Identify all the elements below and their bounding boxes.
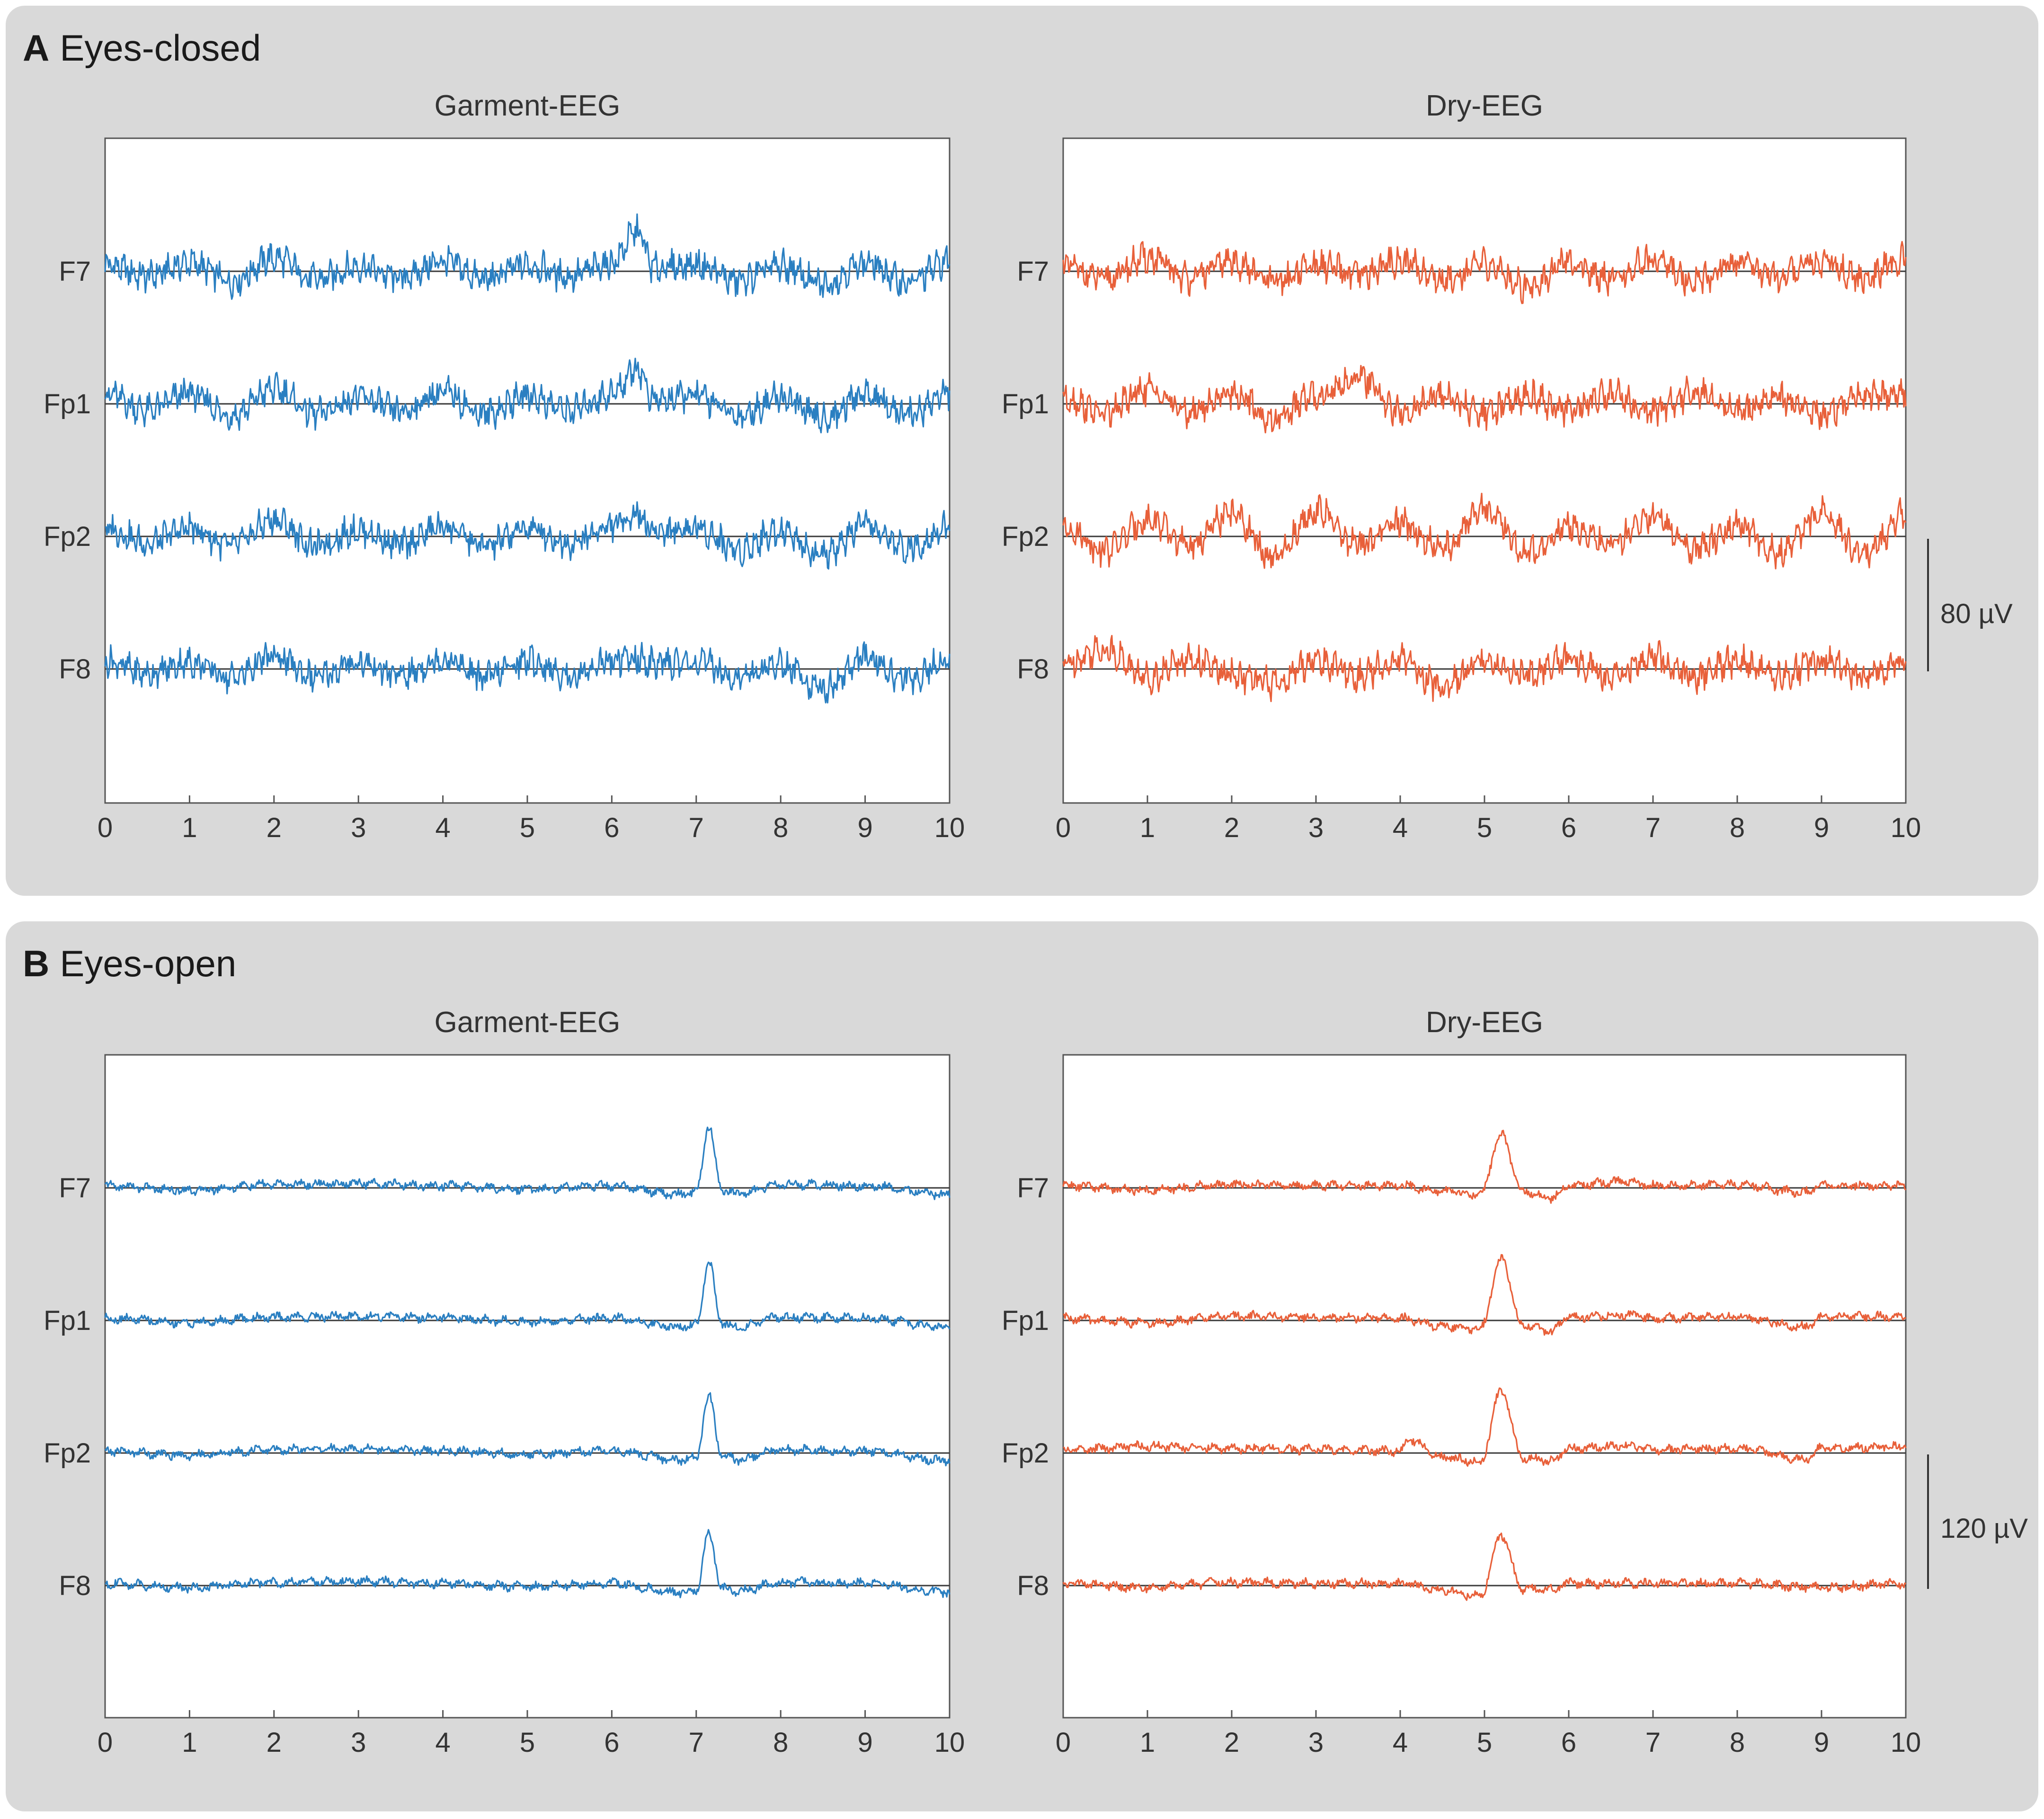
x-tick-label: 8 [773, 1727, 788, 1758]
eeg-trace-fp2 [1062, 492, 1907, 570]
x-tick-label: 2 [267, 1727, 282, 1758]
plot-frame [1062, 137, 1907, 804]
x-tick-label: 10 [1891, 1727, 1921, 1758]
plot-frame [104, 137, 951, 804]
chart-a-dry: Dry-EEG 0 1 2 3 4 5 6 7 8 9 10 F7 Fp1 Fp2 F8 [1002, 89, 1921, 843]
x-tick-label: 9 [857, 1727, 872, 1758]
x-tick-label: 5 [520, 1727, 535, 1758]
plot-title: Garment-EEG [435, 1006, 621, 1039]
channel-label-f8: F8 [1017, 654, 1049, 685]
x-tick-label: 2 [1224, 812, 1239, 843]
eeg-trace-f7 [104, 213, 951, 300]
x-tick-label: 5 [1477, 812, 1492, 843]
x-tick-label: 3 [351, 812, 366, 843]
panel-b-title: B Eyes-open [23, 942, 236, 985]
x-tick-label: 2 [267, 812, 282, 843]
x-tick-label: 1 [1140, 1727, 1155, 1758]
channel-label-fp2: Fp2 [44, 1438, 91, 1469]
x-tick-label: 6 [604, 812, 619, 843]
x-tick-label: 3 [351, 1727, 366, 1758]
x-tick-label: 4 [435, 1727, 450, 1758]
channel-label-fp1: Fp1 [44, 389, 91, 419]
eeg-trace-fp2 [105, 501, 951, 570]
x-tick-label: 4 [435, 812, 450, 843]
channel-label-f8: F8 [59, 1570, 91, 1601]
channel-label-f7: F7 [59, 1173, 91, 1204]
channel-label-fp1: Fp1 [1002, 1305, 1049, 1336]
x-tick-label: 8 [773, 812, 788, 843]
x-tick-label: 7 [689, 812, 704, 843]
x-tick-label: 0 [98, 812, 113, 843]
x-tick-label: 0 [1056, 1727, 1071, 1758]
chart-a-garment: Garment-EEG 0 1 2 3 4 5 6 7 8 9 10 F7 Fp1 Fp2 F8 [44, 89, 965, 843]
eeg-trace-f7 [1062, 1130, 1907, 1204]
panel-b-letter: B [23, 943, 50, 984]
scale-bar-label: 120 µV [1940, 1513, 2028, 1544]
x-tick-label: 0 [98, 1727, 113, 1758]
x-tick-label: 4 [1393, 1727, 1408, 1758]
x-tick-label: 4 [1393, 812, 1408, 843]
chart-b-garment: Garment-EEG 0 1 2 3 4 5 6 7 8 9 10 F7 Fp1 Fp2 F8 [44, 1006, 965, 1758]
x-tick-label: 6 [1561, 812, 1576, 843]
eeg-trace-fp1 [1062, 365, 1907, 434]
eeg-trace-fp1 [104, 1261, 951, 1331]
scale-bar-label: 80 µV [1940, 598, 2013, 629]
eeg-trace-f8 [105, 1529, 951, 1598]
x-tick-label: 0 [1056, 812, 1071, 843]
channel-label-fp2: Fp2 [1002, 1438, 1049, 1469]
eeg-trace-fp1 [1063, 1254, 1907, 1336]
x-tick-label: 6 [1561, 1727, 1576, 1758]
chart-b-dry: Dry-EEG 0 1 2 3 4 5 6 7 8 9 10 F7 Fp1 Fp2 F8 [1002, 1006, 1921, 1758]
x-tick-label: 5 [1477, 1727, 1492, 1758]
x-tick-label: 5 [520, 812, 535, 843]
x-tick-label: 1 [182, 812, 197, 843]
eeg-trace-f7 [1062, 241, 1907, 304]
x-tick-label: 9 [1814, 1727, 1829, 1758]
x-tick-label: 3 [1308, 1727, 1324, 1758]
eeg-trace-f8 [1062, 1532, 1907, 1601]
x-tick-label: 2 [1224, 1727, 1239, 1758]
x-tick-label: 7 [1645, 812, 1661, 843]
x-tick-label: 9 [1814, 812, 1829, 843]
channel-label-fp1: Fp1 [44, 1305, 91, 1336]
x-tick-label: 7 [689, 1727, 704, 1758]
channel-label-fp2: Fp2 [44, 521, 91, 552]
eeg-trace-fp1 [104, 357, 951, 434]
channel-label-f7: F7 [1017, 256, 1049, 287]
channel-label-f7: F7 [1017, 1173, 1049, 1204]
x-tick-label: 10 [1891, 812, 1921, 843]
eeg-trace-fp2 [104, 1392, 951, 1467]
panel-a-title: A Eyes-closed [23, 27, 261, 70]
x-tick-label: 7 [1645, 1727, 1661, 1758]
plot-frame [104, 1054, 951, 1719]
channel-label-fp2: Fp2 [1002, 521, 1049, 552]
x-tick-label: 1 [1140, 812, 1155, 843]
plot-title: Dry-EEG [1426, 89, 1543, 122]
channel-label-f8: F8 [59, 654, 91, 685]
x-tick-label: 10 [934, 812, 965, 843]
eeg-trace-fp2 [1063, 1387, 1907, 1467]
x-tick-label: 6 [604, 1727, 619, 1758]
eeg-trace-f8 [1062, 635, 1907, 702]
x-tick-label: 8 [1730, 812, 1745, 843]
x-tick-label: 10 [934, 1727, 965, 1758]
channel-label-fp1: Fp1 [1002, 389, 1049, 419]
plot-frame [1062, 1054, 1907, 1719]
x-tick-label: 9 [857, 812, 872, 843]
plot-title: Dry-EEG [1426, 1006, 1543, 1039]
plot-title: Garment-EEG [435, 89, 621, 122]
panel-a-letter: A [23, 27, 50, 69]
panel-a-title-text: Eyes-closed [60, 27, 261, 69]
scale-bar: 80 µV [1927, 539, 2013, 671]
channel-label-f7: F7 [59, 256, 91, 287]
panel-b-title-text: Eyes-open [60, 943, 237, 984]
x-tick-label: 3 [1308, 812, 1324, 843]
x-tick-label: 1 [182, 1727, 197, 1758]
eeg-trace-f7 [104, 1126, 951, 1200]
scale-bar: 120 µV [1927, 1454, 2028, 1589]
eeg-trace-f8 [104, 641, 951, 704]
x-tick-label: 8 [1730, 1727, 1745, 1758]
channel-label-f8: F8 [1017, 1570, 1049, 1601]
